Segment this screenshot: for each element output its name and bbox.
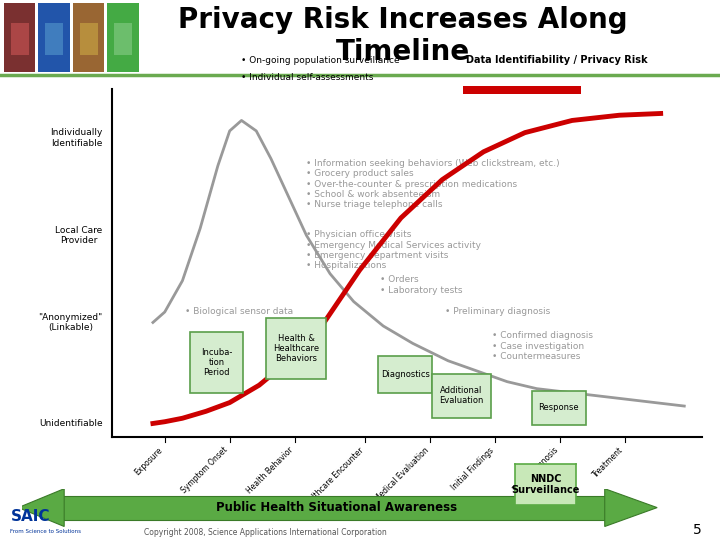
Polygon shape [18,489,64,526]
Bar [11,23,29,55]
Text: 5: 5 [693,523,702,537]
Bar [38,3,70,72]
Text: • On-going population surveillance: • On-going population surveillance [241,56,400,65]
Text: Local Care
Provider: Local Care Provider [55,226,103,245]
Text: Unidentifiable: Unidentifiable [39,419,103,428]
Text: • Orders
• Laboratory tests: • Orders • Laboratory tests [380,275,463,295]
Text: Diagnostics: Diagnostics [381,370,430,379]
Text: Exposure: Exposure [133,446,165,477]
Text: Symptom Onset: Symptom Onset [180,446,230,496]
Bar [107,3,139,72]
FancyBboxPatch shape [189,332,243,393]
Bar [4,3,35,72]
Bar [45,23,63,55]
Bar [58,496,605,519]
Text: Individually
Identifiable: Individually Identifiable [50,128,103,147]
Text: SAIC: SAIC [11,509,50,524]
Text: Incuba-
tion
Period: Incuba- tion Period [201,348,232,377]
Text: • Biological sensor data: • Biological sensor data [185,307,294,316]
Bar [463,86,581,94]
FancyBboxPatch shape [266,318,326,379]
Bar [73,3,104,72]
Text: • Individual self-assessments: • Individual self-assessments [241,73,374,82]
FancyBboxPatch shape [431,374,491,417]
Bar [114,23,132,55]
Text: Response: Response [539,403,579,413]
Text: NNDC
Surveillance: NNDC Surveillance [511,474,580,496]
Text: Treatment: Treatment [591,446,625,480]
Text: From Science to Solutions: From Science to Solutions [11,529,81,534]
Text: Data Identifiability / Privacy Risk: Data Identifiability / Privacy Risk [466,55,647,65]
Text: Healthcare Encounter: Healthcare Encounter [300,446,366,511]
Text: • Physician office visits
• Emergency Medical Services activity
• Emergency depa: • Physician office visits • Emergency Me… [307,230,482,271]
FancyBboxPatch shape [379,356,432,393]
Text: Copyright 2008, Science Applications International Corporation: Copyright 2008, Science Applications Int… [144,528,387,537]
Bar [80,23,98,55]
Text: • Confirmed diagnosis
• Case investigation
• Countermeasures: • Confirmed diagnosis • Case investigati… [492,331,593,361]
Text: • Information seeking behaviors (Web clickstream, etc.)
• Grocery product sales
: • Information seeking behaviors (Web cli… [307,159,560,210]
Text: Additional
Evaluation: Additional Evaluation [439,386,484,406]
Text: • Preliminary diagnosis: • Preliminary diagnosis [445,307,550,316]
Text: Early Diagnosis: Early Diagnosis [512,446,560,494]
Text: Public Health Situational Awareness: Public Health Situational Awareness [215,501,456,514]
Text: Initial Findings: Initial Findings [449,446,495,491]
Polygon shape [605,489,657,526]
Text: Health &
Healthcare
Behaviors: Health & Healthcare Behaviors [273,334,319,363]
Text: Privacy Risk Increases Along
Timeline: Privacy Risk Increases Along Timeline [179,6,628,66]
Text: Medical Evaluation: Medical Evaluation [373,446,431,503]
Text: Health Behavior: Health Behavior [245,446,294,496]
FancyBboxPatch shape [532,391,585,424]
Text: "Anonymized"
(Linkable): "Anonymized" (Linkable) [38,313,103,332]
